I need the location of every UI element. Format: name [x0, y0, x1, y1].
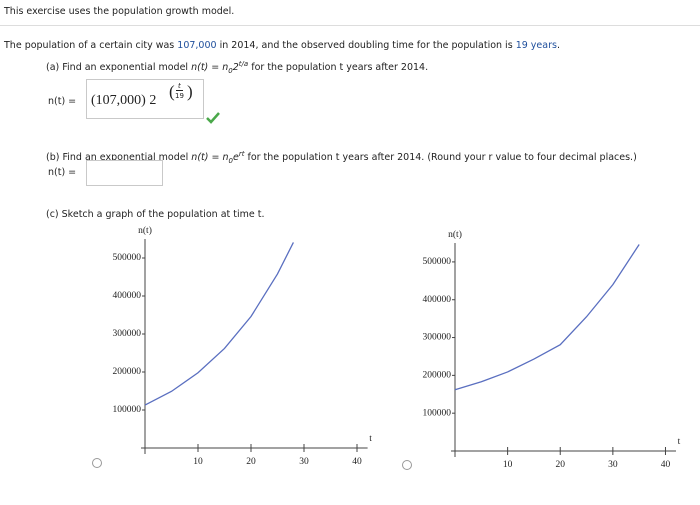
answer-input[interactable]	[86, 160, 163, 186]
y-tick-label: 300000	[423, 333, 452, 343]
text: for the population t years after 2014.	[251, 62, 429, 74]
f: 2	[232, 62, 239, 74]
check-mark	[206, 112, 220, 124]
part-c: (c) Sketch a graph of the population at …	[46, 209, 265, 220]
y-tick-label: 100000	[113, 405, 142, 415]
paren: (	[169, 82, 175, 101]
y-tick-label: 400000	[113, 291, 142, 301]
answer-label: n(t) =	[48, 167, 77, 178]
text: (a) Find an exponential model	[46, 62, 189, 74]
text: .	[556, 40, 560, 51]
y-tick-label: 200000	[423, 371, 452, 381]
paren: )	[187, 82, 193, 101]
answer-box[interactable]: (107,000) 2 ( t 19 )	[86, 79, 204, 119]
y-axis-label: n(t)	[448, 229, 462, 240]
x-axis-label: t	[678, 437, 681, 447]
formula: n(t) = n0ert	[191, 150, 245, 166]
curve	[144, 242, 294, 406]
f: n(t) = n	[191, 152, 229, 164]
text: The population of a certain city was	[4, 40, 175, 51]
x-tick-label: 20	[246, 457, 256, 467]
header: This exercise uses the population growth…	[4, 6, 235, 17]
problem: The population of a certain city was 107…	[4, 40, 560, 51]
x-axis-label: t	[369, 434, 372, 444]
radio[interactable]	[92, 458, 102, 468]
x-tick-label: 10	[193, 457, 203, 467]
value: 107,000	[177, 40, 217, 51]
part-a: (a) Find an exponential model n(t) = n02…	[46, 60, 428, 75]
x-tick-label: 20	[555, 460, 565, 470]
f: rt	[238, 150, 245, 158]
exp-den: 19	[175, 92, 184, 100]
f: e	[232, 152, 239, 164]
formula: n(t) = n02t/a	[191, 60, 249, 76]
curve	[454, 244, 640, 391]
y-tick-label: 500000	[423, 257, 452, 267]
y-tick-label: 100000	[423, 408, 452, 418]
f: 0	[228, 67, 233, 76]
text: in 2014, and the observed doubling time …	[219, 40, 513, 51]
x-tick-label: 40	[661, 460, 671, 470]
f: 0	[228, 157, 233, 166]
divider	[0, 25, 700, 26]
exp-num: t	[176, 82, 183, 91]
f: t/a	[238, 60, 249, 68]
y-axis-label: n(t)	[138, 225, 152, 236]
text: for the population t years after 2014. (…	[247, 152, 637, 164]
text: (b) Find an exponential model	[46, 152, 189, 164]
value: 19 years	[515, 40, 557, 51]
y-tick-label: 300000	[113, 329, 142, 339]
part-b: (b) Find an exponential model n(t) = n0e…	[46, 150, 637, 165]
f: n(t) = n	[191, 62, 229, 74]
x-tick-label: 30	[299, 457, 309, 467]
y-tick-label: 200000	[113, 367, 142, 377]
x-tick-label: 30	[608, 460, 618, 470]
y-tick-label: 400000	[423, 295, 452, 305]
x-tick-label: 40	[352, 457, 362, 467]
x-tick-label: 10	[503, 460, 513, 470]
answer: (107,000) 2	[91, 93, 157, 108]
answer-label: n(t) =	[48, 96, 77, 107]
radio[interactable]	[402, 460, 412, 470]
y-tick-label: 500000	[113, 253, 142, 263]
